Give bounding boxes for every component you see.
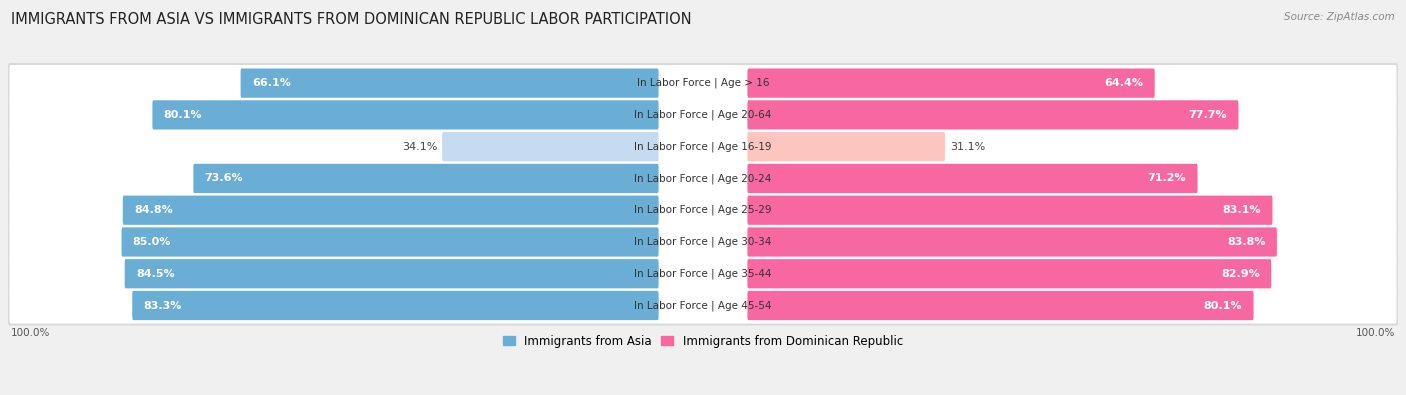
FancyBboxPatch shape <box>8 63 1398 103</box>
FancyBboxPatch shape <box>8 222 1398 262</box>
Text: 66.1%: 66.1% <box>252 78 291 88</box>
Text: In Labor Force | Age 35-44: In Labor Force | Age 35-44 <box>634 269 772 279</box>
FancyBboxPatch shape <box>8 286 1398 325</box>
FancyBboxPatch shape <box>10 224 1396 260</box>
Text: 31.1%: 31.1% <box>949 142 986 152</box>
FancyBboxPatch shape <box>10 128 1396 165</box>
FancyBboxPatch shape <box>441 132 658 161</box>
Text: 64.4%: 64.4% <box>1105 78 1143 88</box>
FancyBboxPatch shape <box>10 97 1396 133</box>
Text: 82.9%: 82.9% <box>1222 269 1260 279</box>
Text: 83.1%: 83.1% <box>1223 205 1261 215</box>
FancyBboxPatch shape <box>194 164 658 193</box>
Text: 77.7%: 77.7% <box>1188 110 1227 120</box>
FancyBboxPatch shape <box>748 68 1154 98</box>
Text: 83.8%: 83.8% <box>1227 237 1265 247</box>
FancyBboxPatch shape <box>8 254 1398 294</box>
FancyBboxPatch shape <box>748 132 945 161</box>
Text: 83.3%: 83.3% <box>143 301 181 310</box>
FancyBboxPatch shape <box>748 291 1254 320</box>
Text: 100.0%: 100.0% <box>10 327 49 338</box>
FancyBboxPatch shape <box>8 158 1398 198</box>
Text: 34.1%: 34.1% <box>402 142 437 152</box>
Text: 80.1%: 80.1% <box>163 110 202 120</box>
FancyBboxPatch shape <box>748 164 1198 193</box>
Text: In Labor Force | Age 25-29: In Labor Force | Age 25-29 <box>634 205 772 215</box>
Text: 73.6%: 73.6% <box>205 173 243 183</box>
Text: Source: ZipAtlas.com: Source: ZipAtlas.com <box>1284 12 1395 22</box>
FancyBboxPatch shape <box>8 127 1398 167</box>
FancyBboxPatch shape <box>10 65 1396 101</box>
Text: 71.2%: 71.2% <box>1147 173 1187 183</box>
Legend: Immigrants from Asia, Immigrants from Dominican Republic: Immigrants from Asia, Immigrants from Do… <box>498 330 908 352</box>
FancyBboxPatch shape <box>121 228 658 257</box>
Text: 100.0%: 100.0% <box>1357 327 1396 338</box>
FancyBboxPatch shape <box>132 291 658 320</box>
FancyBboxPatch shape <box>10 160 1396 197</box>
FancyBboxPatch shape <box>748 228 1277 257</box>
FancyBboxPatch shape <box>240 68 658 98</box>
Text: In Labor Force | Age 45-54: In Labor Force | Age 45-54 <box>634 300 772 311</box>
Text: IMMIGRANTS FROM ASIA VS IMMIGRANTS FROM DOMINICAN REPUBLIC LABOR PARTICIPATION: IMMIGRANTS FROM ASIA VS IMMIGRANTS FROM … <box>11 12 692 27</box>
FancyBboxPatch shape <box>8 190 1398 230</box>
Text: 85.0%: 85.0% <box>132 237 172 247</box>
Text: In Labor Force | Age > 16: In Labor Force | Age > 16 <box>637 78 769 88</box>
Text: In Labor Force | Age 16-19: In Labor Force | Age 16-19 <box>634 141 772 152</box>
FancyBboxPatch shape <box>748 196 1272 225</box>
Text: 80.1%: 80.1% <box>1204 301 1243 310</box>
FancyBboxPatch shape <box>10 256 1396 292</box>
FancyBboxPatch shape <box>152 100 658 130</box>
FancyBboxPatch shape <box>122 196 658 225</box>
Text: 84.8%: 84.8% <box>134 205 173 215</box>
Text: In Labor Force | Age 30-34: In Labor Force | Age 30-34 <box>634 237 772 247</box>
FancyBboxPatch shape <box>748 259 1271 288</box>
Text: 84.5%: 84.5% <box>136 269 174 279</box>
FancyBboxPatch shape <box>10 288 1396 324</box>
FancyBboxPatch shape <box>10 192 1396 228</box>
FancyBboxPatch shape <box>125 259 658 288</box>
Text: In Labor Force | Age 20-64: In Labor Force | Age 20-64 <box>634 110 772 120</box>
FancyBboxPatch shape <box>748 100 1239 130</box>
FancyBboxPatch shape <box>8 95 1398 135</box>
Text: In Labor Force | Age 20-24: In Labor Force | Age 20-24 <box>634 173 772 184</box>
